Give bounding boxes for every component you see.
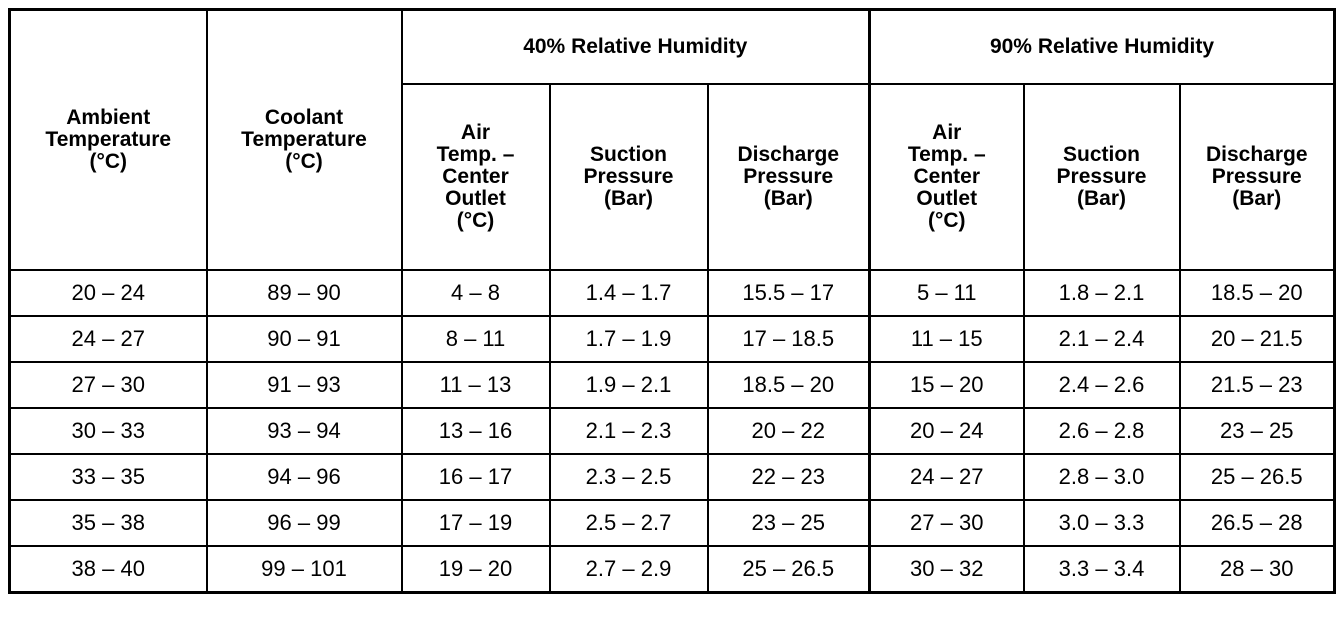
cell: 1.4 – 1.7: [548, 269, 709, 317]
data-row: 30 – 33 93 – 94 13 – 16 2.1 – 2.3 20 – 22 20 …: [8, 407, 1336, 455]
cell: 93 – 94: [205, 407, 403, 455]
cell: 30 – 33: [8, 407, 208, 455]
cell: 30 – 32: [868, 545, 1025, 594]
cell: 94 – 96: [205, 453, 403, 501]
cell: 2.3 – 2.5: [548, 453, 709, 501]
cell: 18.5 – 20: [1178, 269, 1336, 317]
column-header: Suction Pressure (Bar): [1022, 83, 1181, 271]
cell: 27 – 30: [8, 361, 208, 409]
cell: 20 – 24: [8, 269, 208, 317]
cell: 20 – 22: [706, 407, 871, 455]
cell: 18.5 – 20: [706, 361, 871, 409]
cell: 15 – 20: [868, 361, 1025, 409]
cell: 2.1 – 2.4: [1022, 315, 1181, 363]
column-header: Ambient Temperature (°C): [8, 8, 208, 271]
cell: 2.6 – 2.8: [1022, 407, 1181, 455]
cell: 35 – 38: [8, 499, 208, 547]
data-row: 35 – 38 96 – 99 17 – 19 2.5 – 2.7 23 – 25 27 …: [8, 499, 1336, 547]
cell: 23 – 25: [706, 499, 871, 547]
cell: 5 – 11: [868, 269, 1025, 317]
column-header: Suction Pressure (Bar): [548, 83, 709, 271]
cell: 2.7 – 2.9: [548, 545, 709, 594]
data-row: 27 – 30 91 – 93 11 – 13 1.9 – 2.1 18.5 – 20 1…: [8, 361, 1336, 409]
column-header: Air Temp. – Center Outlet (°C): [400, 83, 551, 271]
column-header: Discharge Pressure (Bar): [706, 83, 871, 271]
group-header: 40% Relative Humidity: [400, 8, 871, 85]
cell: 17 – 19: [400, 499, 551, 547]
cell: 20 – 24: [868, 407, 1025, 455]
cell: 17 – 18.5: [706, 315, 871, 363]
header-row: Ambient Temperature (°C) Coolant Temperat…: [8, 8, 1336, 271]
cell: 28 – 30: [1178, 545, 1336, 594]
data-table: Ambient Temperature (°C) Coolant Temperat…: [8, 8, 1336, 594]
cell: 13 – 16: [400, 407, 551, 455]
cell: 25 – 26.5: [1178, 453, 1336, 501]
cell: 99 – 101: [205, 545, 403, 594]
cell: 24 – 27: [868, 453, 1025, 501]
cell: 21.5 – 23: [1178, 361, 1336, 409]
cell: 1.8 – 2.1: [1022, 269, 1181, 317]
cell: 25 – 26.5: [706, 545, 871, 594]
data-row: 20 – 24 89 – 90 4 – 8 1.4 – 1.7 15.5 – 17 5 –…: [8, 269, 1336, 317]
cell: 3.3 – 3.4: [1022, 545, 1181, 594]
cell: 1.7 – 1.9: [548, 315, 709, 363]
cell: 1.9 – 2.1: [548, 361, 709, 409]
cell: 4 – 8: [400, 269, 551, 317]
data-row: 38 – 40 99 – 101 19 – 20 2.7 – 2.9 25 – 26.5…: [8, 545, 1336, 594]
group-header: 90% Relative Humidity: [868, 8, 1336, 85]
cell: 38 – 40: [8, 545, 208, 594]
cell: 27 – 30: [868, 499, 1025, 547]
cell: 22 – 23: [706, 453, 871, 501]
cell: 8 – 11: [400, 315, 551, 363]
cell: 11 – 15: [868, 315, 1025, 363]
cell: 2.4 – 2.6: [1022, 361, 1181, 409]
data-row: 33 – 35 94 – 96 16 – 17 2.3 – 2.5 22 – 23 24 …: [8, 453, 1336, 501]
column-header: Air Temp. – Center Outlet (°C): [868, 83, 1025, 271]
cell: 26.5 – 28: [1178, 499, 1336, 547]
header-row: Air Temp. – Center Outlet (°C) Suction Pr…: [10, 83, 1336, 271]
cell: 16 – 17: [400, 453, 551, 501]
cell: 2.5 – 2.7: [548, 499, 709, 547]
cell: 91 – 93: [205, 361, 403, 409]
cell: 2.8 – 3.0: [1022, 453, 1181, 501]
cell: 24 – 27: [8, 315, 208, 363]
cell: 90 – 91: [205, 315, 403, 363]
cell: 11 – 13: [400, 361, 551, 409]
cell: 96 – 99: [205, 499, 403, 547]
cell: 2.1 – 2.3: [548, 407, 709, 455]
data-row: 24 – 27 90 – 91 8 – 11 1.7 – 1.9 17 – 18.5 11…: [8, 315, 1336, 363]
column-header: Coolant Temperature (°C): [205, 8, 403, 271]
cell: 20 – 21.5: [1178, 315, 1336, 363]
cell: 89 – 90: [205, 269, 403, 317]
cell: 23 – 25: [1178, 407, 1336, 455]
cell: 3.0 – 3.3: [1022, 499, 1181, 547]
cell: 15.5 – 17: [706, 269, 871, 317]
column-header: Discharge Pressure (Bar): [1178, 83, 1336, 271]
cell: 33 – 35: [8, 453, 208, 501]
cell: 19 – 20: [400, 545, 551, 594]
